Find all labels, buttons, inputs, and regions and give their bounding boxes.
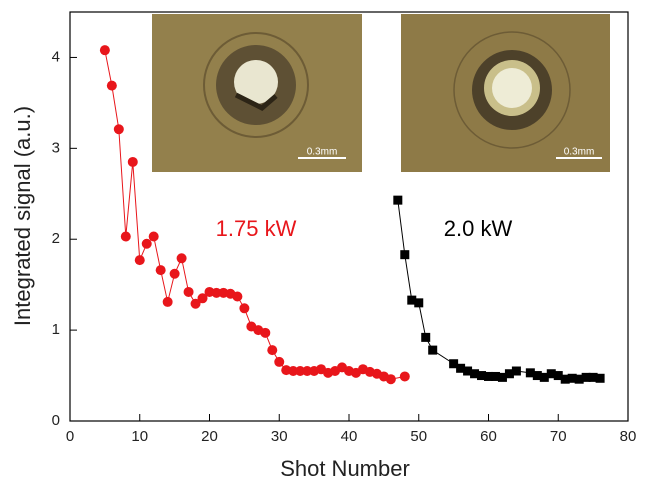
marker [127,156,138,167]
scale-label: 0.3mm [307,147,338,158]
marker [463,366,473,376]
marker [211,287,222,298]
x-tick-label: 30 [271,428,288,445]
marker [197,293,208,304]
series-label: 2.0 kW [444,216,513,241]
marker [567,373,577,383]
marker [595,373,605,383]
marker [113,124,124,135]
marker [581,372,591,382]
marker [553,371,563,381]
marker [99,45,110,56]
marker [134,255,145,266]
marker [239,303,250,314]
marker [539,372,549,382]
marker [407,295,417,305]
marker [155,265,166,276]
marker [295,366,306,377]
marker [525,368,535,378]
marker [260,327,271,338]
marker [288,366,299,377]
marker [456,363,466,373]
y-tick-label: 2 [52,230,60,247]
marker [106,80,117,91]
x-tick-label: 50 [410,428,427,445]
marker [399,371,410,382]
marker [302,366,313,377]
marker [176,253,187,264]
y-tick-label: 4 [52,48,60,65]
marker [141,238,152,249]
marker [497,372,507,382]
x-tick-label: 20 [201,428,218,445]
marker [169,268,180,279]
marker [232,291,243,302]
marker [274,356,285,367]
marker [546,369,556,379]
marker [148,231,159,242]
y-tick-label: 3 [52,139,60,156]
marker [484,371,493,381]
marker [120,231,131,242]
marker [532,371,542,381]
marker [477,371,487,381]
x-tick-label: 70 [550,428,567,445]
marker [190,298,201,309]
x-tick-label: 40 [341,428,358,445]
marker [449,359,459,369]
marker [162,296,173,307]
x-axis-label: Shot Number [280,456,410,481]
marker [470,369,480,379]
marker [414,298,424,308]
marker [560,374,570,384]
marker [574,374,584,384]
inset-photo [401,14,610,172]
x-tick-label: 0 [66,428,74,445]
marker [385,374,396,385]
inset-photo [152,14,362,172]
marker [504,369,514,379]
series-label: 1.75 kW [216,216,297,241]
x-tick-label: 80 [620,428,637,445]
x-tick-label: 10 [131,428,148,445]
marker [183,286,194,297]
marker [267,345,278,356]
marker [393,195,403,205]
x-tick-label: 60 [480,428,497,445]
y-tick-label: 1 [52,321,60,338]
marker [428,345,438,355]
marker [400,250,410,260]
marker [588,372,598,382]
marker [421,332,431,342]
y-axis-label: Integrated signal (a.u.) [10,106,35,326]
marker [490,371,500,381]
marker [511,366,521,376]
y-tick-label: 0 [52,412,60,429]
scale-label: 0.3mm [564,147,595,158]
